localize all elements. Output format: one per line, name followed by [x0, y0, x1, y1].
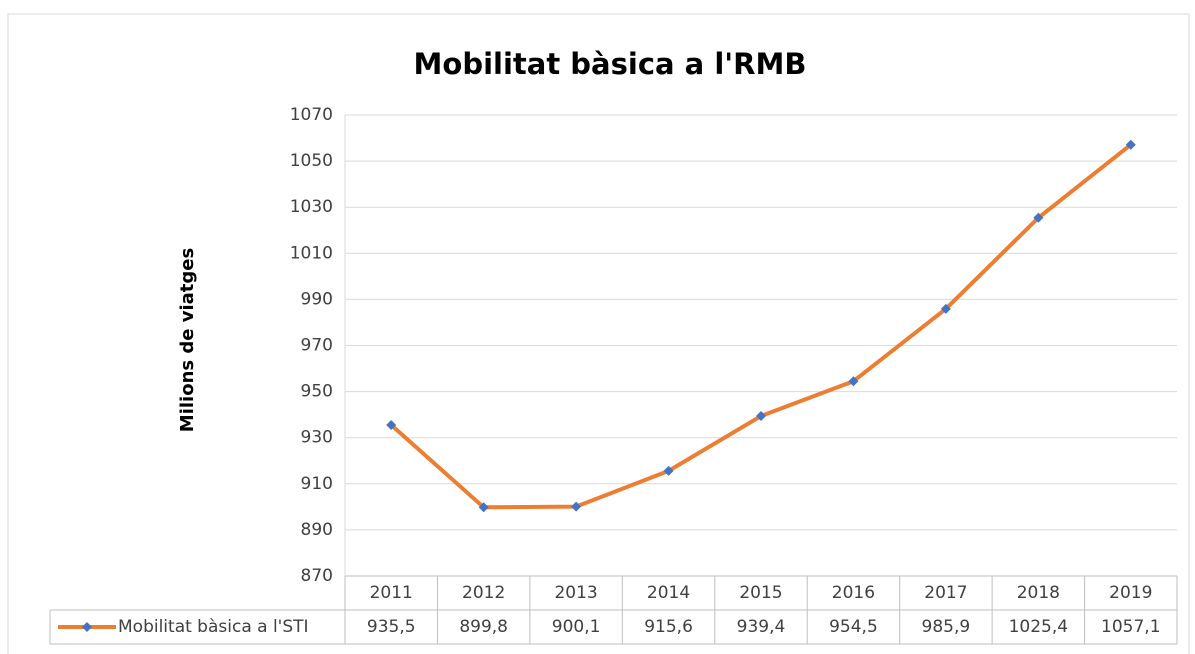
marker: [1125, 139, 1136, 150]
x-tick-label: 2016: [832, 583, 875, 603]
legend-label: Mobilitat bàsica a l'STI: [118, 617, 309, 637]
marker: [386, 420, 397, 431]
y-tick-label: 970: [301, 336, 333, 356]
table-value: 935,5: [367, 617, 416, 637]
marker: [478, 502, 489, 513]
y-tick-label: 1030: [290, 197, 333, 217]
table-value: 1025,4: [1009, 617, 1068, 637]
chart-border: [7, 13, 1190, 654]
marker: [848, 376, 859, 387]
x-tick-label: 2017: [924, 583, 967, 603]
y-tick-label: 950: [301, 382, 333, 402]
table-value: 900,1: [552, 617, 601, 637]
y-tick-label: 870: [301, 566, 333, 586]
table-value: 954,5: [829, 617, 878, 637]
table-value: 985,9: [922, 617, 971, 637]
x-tick-label: 2012: [462, 583, 505, 603]
x-tick-label: 2018: [1017, 583, 1060, 603]
x-tick-label: 2015: [739, 583, 782, 603]
marker: [756, 411, 766, 422]
x-tick-label: 2013: [554, 583, 597, 603]
y-tick-label: 1010: [290, 243, 333, 263]
y-tick-label: 910: [301, 474, 333, 494]
chart-title: Mobilitat bàsica a l'RMB: [414, 47, 807, 81]
y-tick-label: 990: [301, 289, 333, 309]
legend-marker: [82, 622, 92, 632]
marker: [663, 465, 674, 476]
x-tick-label: 2011: [370, 583, 413, 603]
y-tick-label: 930: [301, 428, 333, 448]
marker: [1033, 212, 1044, 223]
marker: [940, 303, 951, 314]
y-tick-label: 890: [301, 520, 333, 540]
x-tick-label: 2019: [1109, 583, 1152, 603]
table-value: 939,4: [737, 617, 786, 637]
marker: [571, 501, 582, 512]
table-value: 915,6: [644, 617, 693, 637]
y-tick-label: 1070: [290, 105, 333, 125]
y-tick-label: 1050: [290, 151, 333, 171]
y-axis-label: Milions de viatges: [177, 248, 198, 432]
x-tick-label: 2014: [647, 583, 690, 603]
table-value: 899,8: [459, 617, 508, 637]
table-value: 1057,1: [1101, 617, 1160, 637]
